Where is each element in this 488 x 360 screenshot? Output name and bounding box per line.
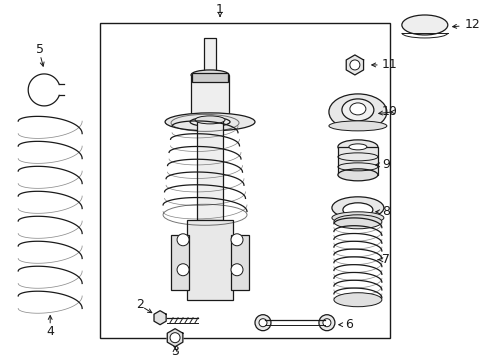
Ellipse shape bbox=[342, 203, 372, 217]
Text: 9: 9 bbox=[381, 158, 389, 171]
Bar bbox=[187, 220, 233, 300]
Circle shape bbox=[177, 264, 189, 276]
Ellipse shape bbox=[191, 70, 228, 80]
Text: 7: 7 bbox=[381, 253, 389, 266]
Bar bbox=[100, 23, 389, 338]
Ellipse shape bbox=[333, 293, 381, 307]
Ellipse shape bbox=[401, 15, 447, 35]
Text: 5: 5 bbox=[36, 44, 44, 57]
Polygon shape bbox=[346, 55, 363, 75]
Ellipse shape bbox=[190, 117, 229, 126]
Bar bbox=[337, 147, 377, 175]
Text: 12: 12 bbox=[464, 18, 480, 31]
Circle shape bbox=[318, 315, 334, 331]
Ellipse shape bbox=[337, 169, 377, 181]
Bar bbox=[197, 120, 223, 220]
Ellipse shape bbox=[328, 94, 386, 130]
Circle shape bbox=[259, 319, 266, 327]
Polygon shape bbox=[154, 311, 166, 325]
Bar bbox=[171, 235, 189, 290]
Text: 1: 1 bbox=[216, 4, 224, 17]
Ellipse shape bbox=[165, 113, 254, 131]
Ellipse shape bbox=[348, 144, 366, 150]
Circle shape bbox=[349, 60, 359, 70]
Bar bbox=[192, 73, 227, 82]
Bar bbox=[230, 235, 248, 290]
Ellipse shape bbox=[328, 121, 386, 131]
Ellipse shape bbox=[195, 116, 224, 124]
Text: 8: 8 bbox=[381, 205, 389, 218]
Polygon shape bbox=[167, 329, 183, 347]
Text: 10: 10 bbox=[381, 105, 397, 118]
Ellipse shape bbox=[331, 212, 383, 224]
Text: 6: 6 bbox=[344, 318, 352, 331]
Ellipse shape bbox=[337, 140, 377, 154]
Text: 2: 2 bbox=[136, 298, 144, 311]
Bar bbox=[191, 75, 228, 125]
Circle shape bbox=[170, 333, 180, 343]
Text: 4: 4 bbox=[46, 325, 54, 338]
Text: 3: 3 bbox=[171, 345, 179, 358]
Circle shape bbox=[322, 319, 330, 327]
Ellipse shape bbox=[331, 197, 383, 219]
Bar bbox=[203, 38, 216, 80]
Ellipse shape bbox=[341, 99, 373, 121]
Circle shape bbox=[230, 234, 243, 246]
Ellipse shape bbox=[333, 215, 381, 229]
Circle shape bbox=[177, 234, 189, 246]
Circle shape bbox=[230, 264, 243, 276]
Ellipse shape bbox=[349, 103, 365, 115]
Text: 11: 11 bbox=[381, 58, 397, 71]
Circle shape bbox=[254, 315, 270, 331]
